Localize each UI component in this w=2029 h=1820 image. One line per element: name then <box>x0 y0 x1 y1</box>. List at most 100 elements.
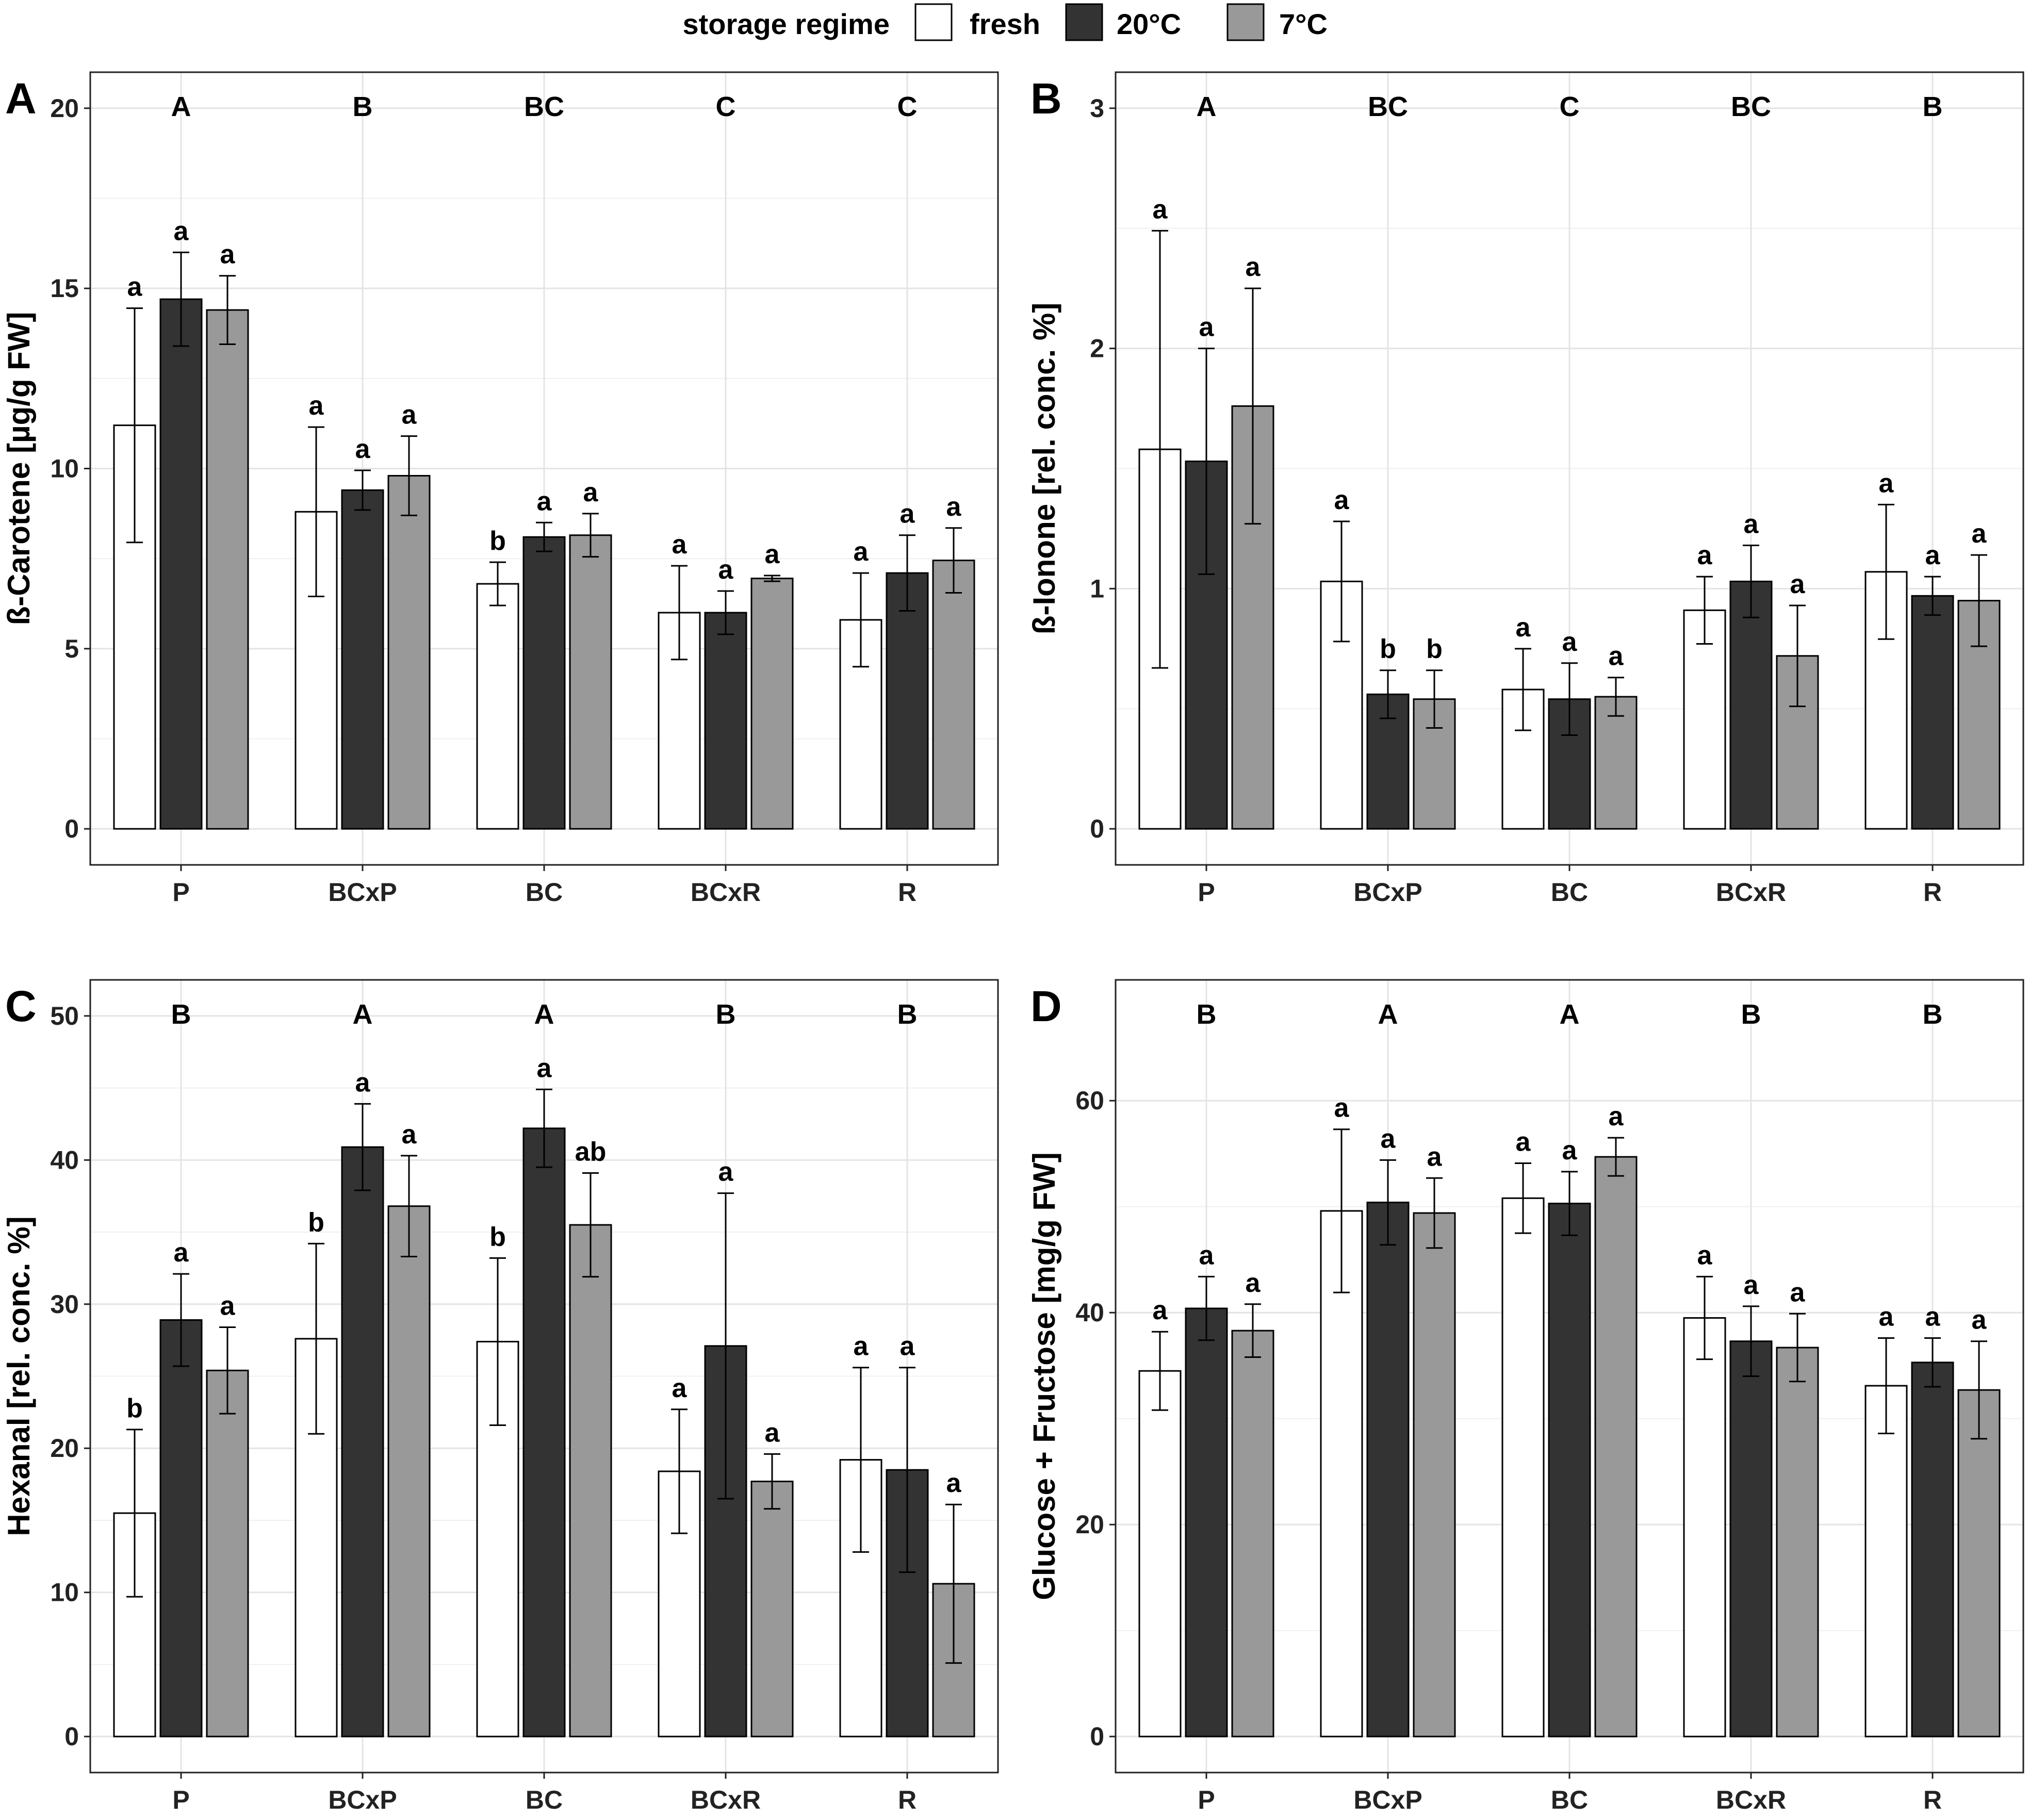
significance-letter: a <box>1744 510 1759 539</box>
bar-7c-BC <box>569 534 612 830</box>
group-letter: BC <box>1731 91 1771 122</box>
bar-7c-BC <box>1594 696 1638 830</box>
group-letter: B <box>1923 999 1943 1030</box>
group-letter: B <box>716 999 736 1030</box>
significance-letter: a <box>672 1373 688 1403</box>
significance-letter: b <box>126 1393 143 1423</box>
y-tick-label: 20 <box>1075 1510 1104 1539</box>
x-tick-label: R <box>1923 1785 1942 1814</box>
significance-letter: a <box>127 272 143 302</box>
significance-letter: a <box>1246 252 1261 282</box>
x-tick-label: BCxP <box>328 878 397 907</box>
bar-7c-R <box>1957 1389 2001 1737</box>
significance-letter: a <box>1153 1296 1168 1325</box>
significance-letter: a <box>1972 1305 1987 1335</box>
significance-letter: a <box>718 1157 734 1187</box>
bar-7c-BC <box>1594 1156 1638 1737</box>
bar-fresh-BCxR <box>1683 1317 1726 1737</box>
significance-letter: a <box>1972 519 1987 549</box>
bar-7c-P <box>1231 405 1274 830</box>
bar-fresh-BC <box>476 583 519 830</box>
panel-B: Ba a a a a a b a a a a b a a a A BC C BC B 0 1 2 3 P BCxP BC BCxR Rß… <box>1027 71 2024 907</box>
bar-7c-BCxR <box>750 1481 794 1737</box>
y-tick-label: 0 <box>64 814 79 843</box>
bar-20c-P <box>1185 1307 1228 1737</box>
significance-letter: a <box>583 478 599 507</box>
significance-letter: a <box>402 1120 417 1150</box>
legend-label-7c: 7°C <box>1279 8 1328 40</box>
group-letter: B <box>897 999 918 1030</box>
significance-letter: a <box>854 537 869 567</box>
panel-C: Cb b b a a a a a a a a a ab a a B A A B B 0 10 20 30 40 50 P BCxP BC… <box>2 979 999 1814</box>
bar-20c-P <box>159 1319 203 1737</box>
significance-letter: a <box>174 216 189 246</box>
bar-20c-BCxR <box>1729 1340 1773 1737</box>
group-letter: C <box>716 91 736 122</box>
legend-key-7c <box>1226 3 1265 41</box>
significance-letter: a <box>1562 1136 1578 1166</box>
bar-20c-BCxR <box>704 612 747 830</box>
significance-letter: a <box>1609 1102 1624 1132</box>
group-letter: B <box>1741 999 1761 1030</box>
y-axis-label: ß-Ionone [rel. conc. %] <box>1027 303 1061 634</box>
panel-letter: A <box>5 74 37 123</box>
y-tick-label: 60 <box>1075 1086 1104 1115</box>
panel-letter: B <box>1030 74 1062 123</box>
bar-7c-R <box>932 560 975 830</box>
y-tick-label: 0 <box>1090 814 1104 843</box>
group-letter: C <box>1560 91 1580 122</box>
y-tick-label: 15 <box>50 274 79 303</box>
bar-20c-BC <box>1548 1203 1591 1737</box>
group-letter: BC <box>524 91 564 122</box>
bar-20c-BCxP <box>341 1146 384 1737</box>
x-tick-label: P <box>172 878 189 907</box>
y-tick-label: 50 <box>50 1002 79 1030</box>
x-tick-label: BCxP <box>328 1785 397 1814</box>
panel-letter: D <box>1030 982 1062 1030</box>
y-tick-label: 10 <box>50 1578 79 1607</box>
y-tick-label: 2 <box>1090 334 1104 363</box>
y-tick-label: 3 <box>1090 94 1104 123</box>
significance-letter: a <box>672 530 688 560</box>
significance-letter: a <box>1334 1093 1350 1123</box>
group-letter: A <box>534 999 554 1030</box>
bar-7c-BCxP <box>387 1205 431 1737</box>
bar-7c-BCxP <box>387 474 431 830</box>
significance-letter: a <box>537 486 552 516</box>
bar-20c-P <box>159 298 203 830</box>
bar-fresh-BCxP <box>1320 1210 1363 1737</box>
y-tick-label: 40 <box>50 1145 79 1174</box>
significance-letter: a <box>1562 627 1578 657</box>
bar-20c-R <box>1911 1362 1954 1737</box>
significance-letter: a <box>1199 1240 1215 1270</box>
bar-20c-BC <box>522 1127 566 1737</box>
x-tick-label: R <box>898 878 917 907</box>
y-tick-label: 30 <box>50 1290 79 1319</box>
bar-20c-BC <box>522 536 566 830</box>
bar-7c-P <box>206 1369 249 1737</box>
x-tick-label: P <box>1198 1785 1215 1814</box>
x-tick-label: BC <box>1551 1785 1588 1814</box>
significance-letter: a <box>355 1068 371 1097</box>
significance-letter: a <box>402 400 417 430</box>
y-axis-label: Glucose + Fructose [mg/g FW] <box>1027 1152 1061 1600</box>
y-tick-label: 10 <box>50 454 79 483</box>
significance-letter: a <box>900 499 915 529</box>
legend-title: storage regime <box>683 8 890 40</box>
x-tick-label: P <box>172 1785 189 1814</box>
significance-letter: a <box>900 1332 915 1362</box>
legend-label-20c: 20°C <box>1117 8 1181 40</box>
y-tick-label: 40 <box>1075 1298 1104 1327</box>
x-tick-label: R <box>898 1785 917 1814</box>
x-tick-label: P <box>1198 878 1215 907</box>
panel-D: Da a a a a a a a a a a a a a a B A A B B 0 20 40 60 P BCxP BC BCxR R… <box>1027 979 2024 1814</box>
significance-letter: a <box>220 240 236 270</box>
bar-7c-P <box>206 309 249 830</box>
significance-letter: a <box>220 1291 236 1321</box>
significance-letter: b <box>308 1207 324 1237</box>
group-letter: A <box>1197 91 1217 122</box>
significance-letter: a <box>718 555 734 585</box>
significance-letter: a <box>765 539 780 569</box>
